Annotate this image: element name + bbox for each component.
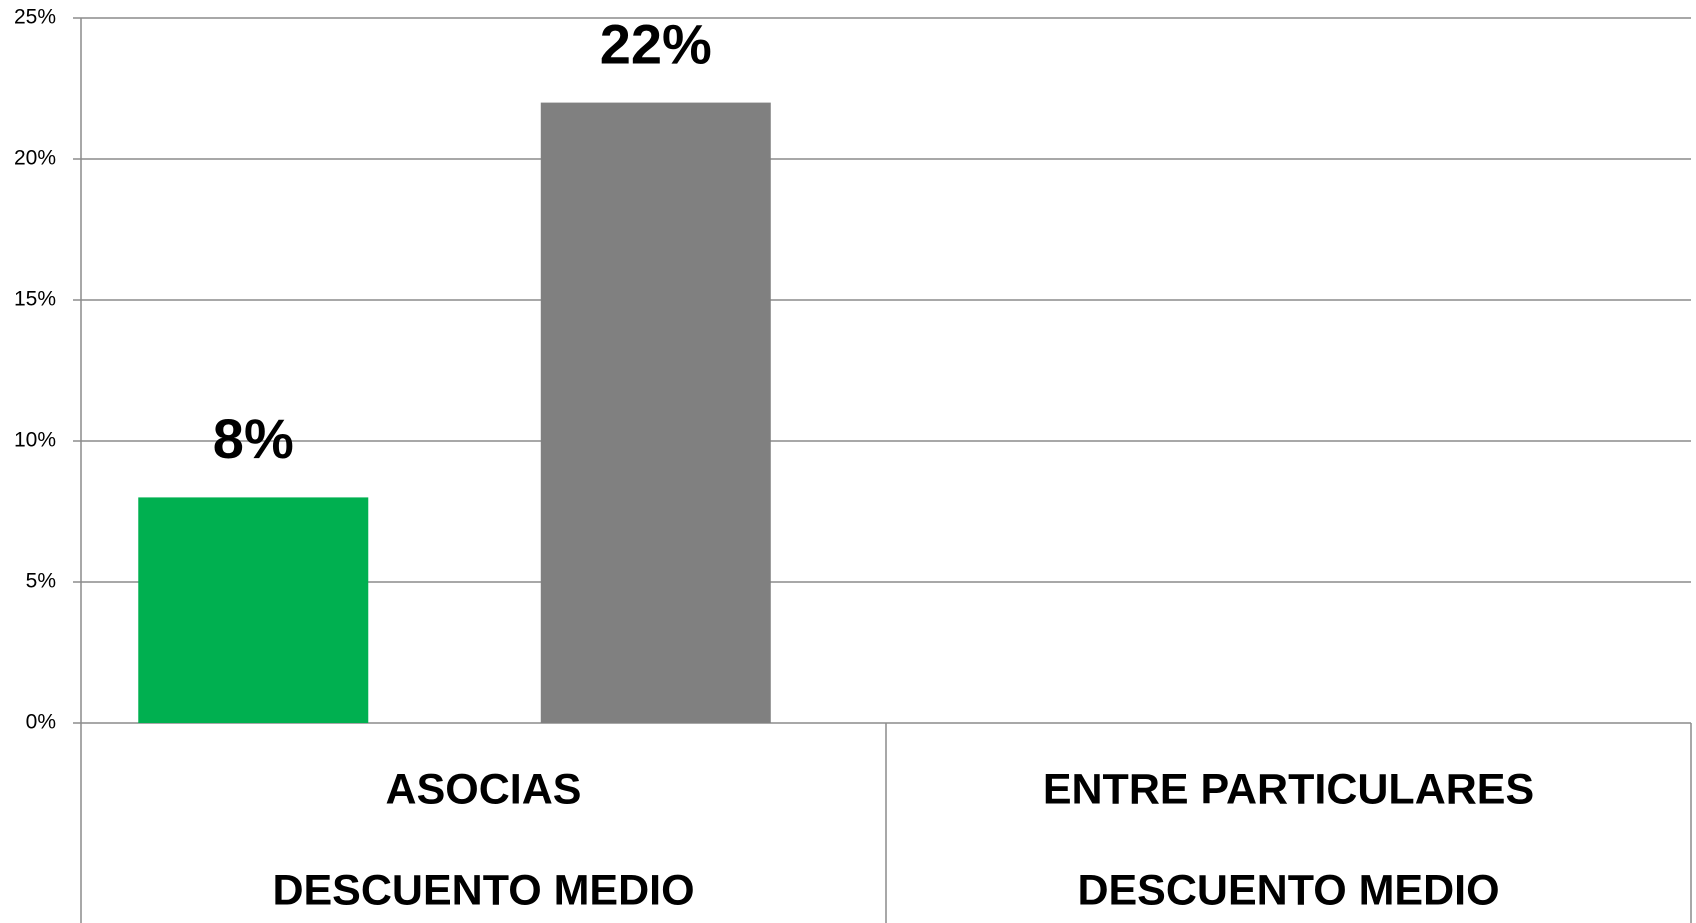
x-tick-label: ENTRE PARTICULARES <box>1043 765 1534 813</box>
y-tick-label: 0% <box>26 711 56 734</box>
y-tick-label: 15% <box>14 288 56 311</box>
bar <box>540 102 771 724</box>
x-sublabel: DESCUENTO MEDIO <box>1077 866 1499 914</box>
x-tick-label: ASOCIAS <box>386 765 582 813</box>
y-tick-label: 20% <box>14 147 56 170</box>
y-tick-label: 5% <box>26 570 56 593</box>
y-tick-label: 25% <box>14 6 56 29</box>
data-label: 22% <box>600 12 712 75</box>
data-label: 8% <box>213 407 294 470</box>
x-sublabel: DESCUENTO MEDIO <box>272 866 694 914</box>
y-tick-label: 10% <box>14 429 56 452</box>
bar <box>138 497 369 723</box>
